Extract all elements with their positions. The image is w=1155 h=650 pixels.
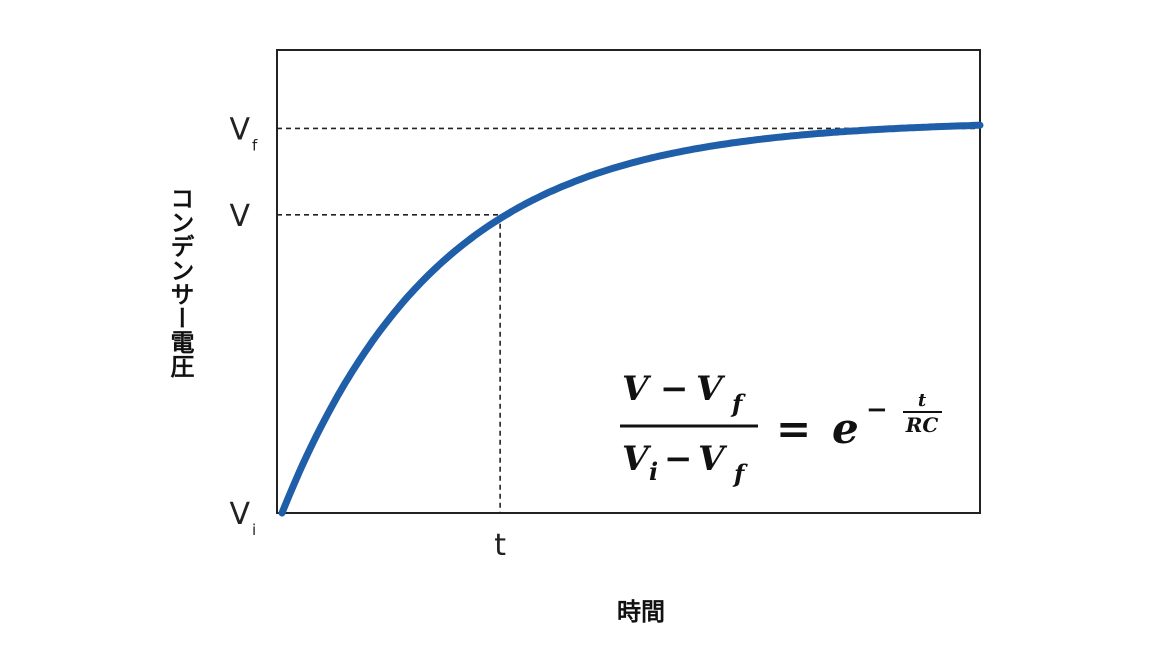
y-tick-label-v-main: V (229, 199, 250, 234)
x-tick-label-t: t (494, 528, 506, 563)
y-tick-label-vf: V f (229, 112, 258, 154)
formula-exp-num: t (918, 390, 927, 411)
charging-formula: V − V f V i − V f = e − t RC (620, 369, 942, 488)
formula-den-vf-sub: f (732, 459, 748, 488)
formula-den-minus: − (664, 439, 693, 479)
formula-base-e: e (832, 404, 859, 453)
formula-exp-minus: − (866, 395, 888, 425)
x-axis-title: 時間 (617, 598, 665, 626)
y-tick-label-vf-main: V (229, 112, 250, 147)
charging-curve-series (278, 121, 984, 517)
formula-num-v: V (622, 369, 652, 409)
y-tick-label-vi: V i (229, 497, 256, 539)
formula-den-vi-sub: i (649, 457, 658, 486)
y-tick-label-vi-main: V (229, 497, 250, 532)
y-axis-title: コンデンサー電圧 (166, 186, 194, 379)
formula-den-vf: V (698, 439, 728, 479)
y-tick-label-vi-subscript: i (252, 521, 256, 539)
formula-equals: = (776, 404, 811, 453)
formula-den-v: V (622, 439, 652, 479)
plot-frame (276, 49, 981, 514)
y-tick-label-vf-subscript: f (252, 136, 258, 154)
formula-num-vf: V (696, 369, 726, 409)
formula-num-vf-sub: f (730, 389, 746, 418)
y-tick-label-v: V (229, 199, 250, 234)
formula-exp-den: RC (905, 413, 939, 437)
formula-num-minus: − (660, 369, 689, 409)
